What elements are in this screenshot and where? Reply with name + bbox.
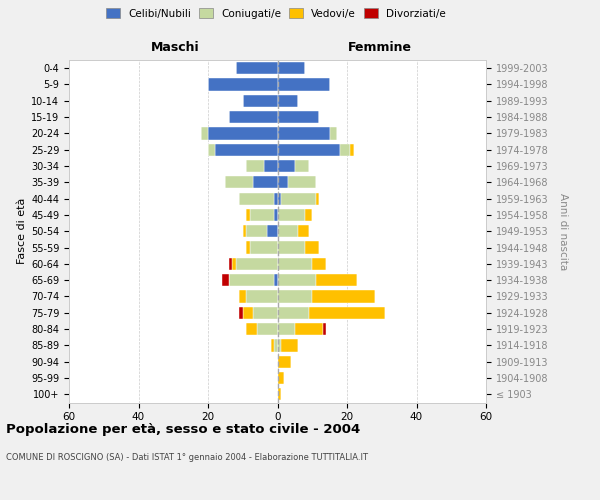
Bar (316, 274, 358, 286)
Bar (277, 160, 295, 172)
Bar (309, 306, 385, 319)
Bar (246, 209, 250, 221)
Bar (246, 242, 250, 254)
Bar (236, 258, 277, 270)
Bar (267, 225, 277, 237)
Bar (246, 160, 263, 172)
Bar (277, 144, 340, 156)
Bar (277, 94, 298, 107)
Bar (263, 160, 277, 172)
Bar (229, 258, 232, 270)
Bar (329, 128, 337, 140)
Text: COMUNE DI ROSCIGNO (SA) - Dati ISTAT 1° gennaio 2004 - Elaborazione TUTTITALIA.I: COMUNE DI ROSCIGNO (SA) - Dati ISTAT 1° … (6, 452, 368, 462)
Bar (229, 274, 274, 286)
Text: Popolazione per età, sesso e stato civile - 2004: Popolazione per età, sesso e stato civil… (6, 422, 360, 436)
Bar (277, 78, 329, 90)
Bar (277, 209, 305, 221)
Y-axis label: Fasce di età: Fasce di età (17, 198, 27, 264)
Bar (236, 62, 277, 74)
Bar (298, 225, 309, 237)
Bar (208, 128, 277, 140)
Bar (305, 242, 319, 254)
Bar (277, 372, 284, 384)
Y-axis label: Anni di nascita: Anni di nascita (558, 192, 568, 270)
Bar (277, 242, 305, 254)
Bar (250, 242, 277, 254)
Bar (277, 111, 319, 123)
Bar (277, 128, 329, 140)
Bar (274, 274, 277, 286)
Bar (253, 306, 277, 319)
Bar (253, 176, 277, 188)
Bar (243, 306, 253, 319)
Bar (271, 340, 274, 351)
Legend: Celibi/Nubili, Coniugati/e, Vedovi/e, Divorziati/e: Celibi/Nubili, Coniugati/e, Vedovi/e, Di… (103, 5, 449, 21)
Bar (350, 144, 354, 156)
Bar (277, 306, 309, 319)
Bar (239, 192, 274, 204)
Bar (226, 176, 253, 188)
Bar (277, 290, 312, 302)
Bar (277, 176, 288, 188)
Bar (246, 225, 267, 237)
Bar (222, 274, 229, 286)
Bar (277, 192, 281, 204)
Bar (288, 176, 316, 188)
Bar (323, 323, 326, 335)
Bar (208, 144, 215, 156)
Bar (257, 323, 277, 335)
Bar (229, 111, 277, 123)
Bar (277, 258, 312, 270)
Bar (305, 209, 312, 221)
Bar (277, 62, 305, 74)
Bar (340, 144, 350, 156)
Bar (277, 274, 316, 286)
Bar (208, 78, 277, 90)
Bar (243, 94, 277, 107)
Bar (246, 290, 277, 302)
Text: Femmine: Femmine (347, 41, 412, 54)
Bar (274, 209, 277, 221)
Bar (250, 209, 274, 221)
Bar (312, 290, 375, 302)
Bar (274, 192, 277, 204)
Bar (277, 388, 281, 400)
Bar (239, 290, 246, 302)
Bar (295, 323, 323, 335)
Bar (277, 340, 281, 351)
Text: Maschi: Maschi (151, 41, 200, 54)
Bar (281, 340, 298, 351)
Bar (312, 258, 326, 270)
Bar (277, 225, 298, 237)
Bar (274, 340, 277, 351)
Bar (281, 192, 316, 204)
Bar (246, 323, 257, 335)
Bar (243, 225, 246, 237)
Bar (232, 258, 236, 270)
Bar (277, 323, 295, 335)
Bar (215, 144, 277, 156)
Bar (277, 356, 292, 368)
Bar (295, 160, 309, 172)
Bar (316, 192, 319, 204)
Bar (239, 306, 243, 319)
Bar (201, 128, 208, 140)
